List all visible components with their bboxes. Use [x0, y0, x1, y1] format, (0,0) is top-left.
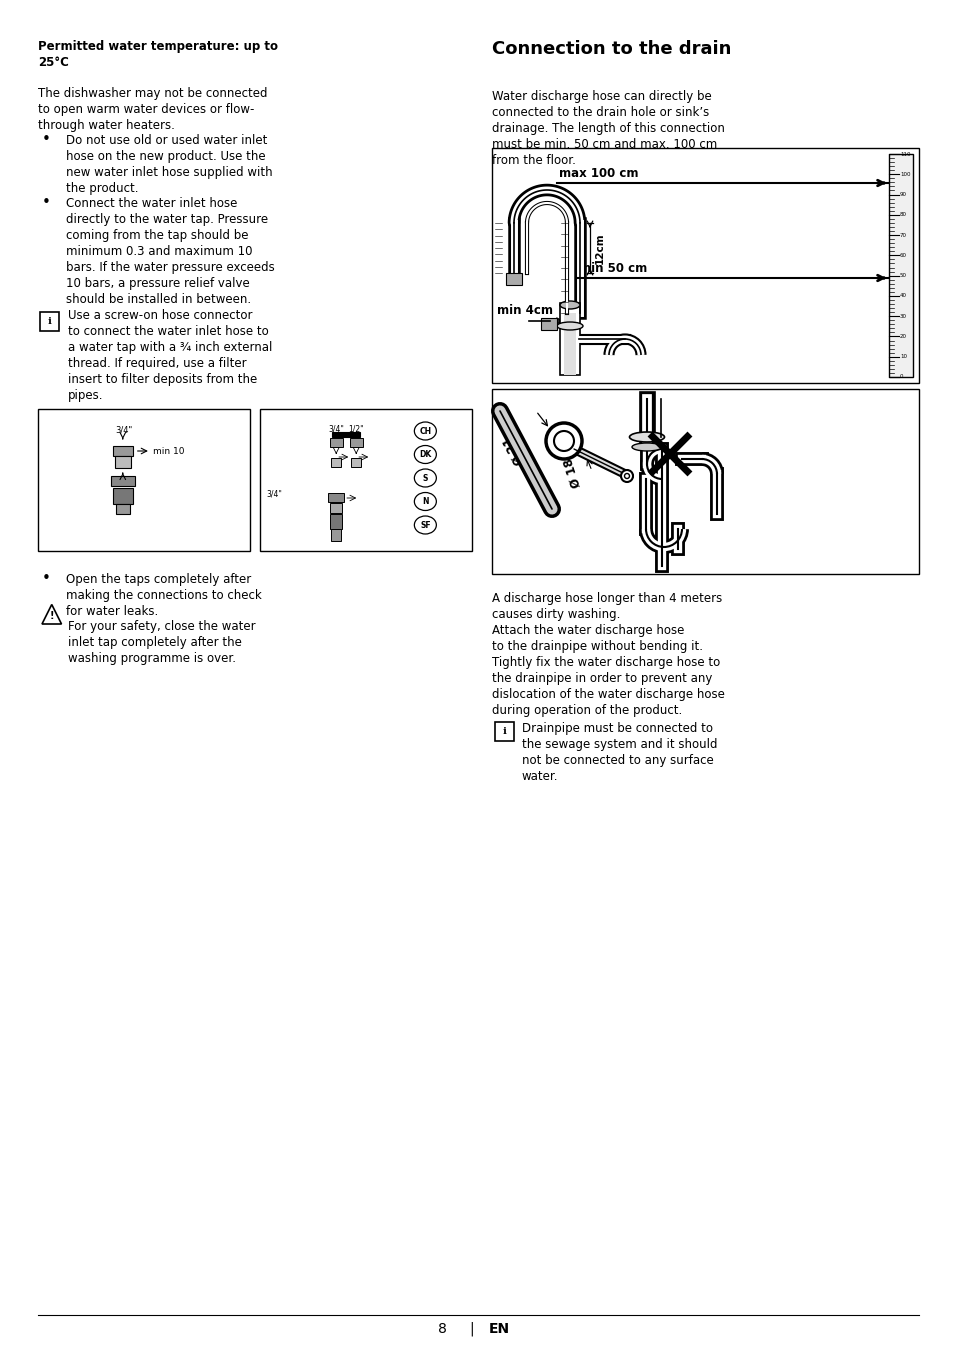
Text: Use a screw-on hose connector
to connect the water inlet hose to
a water tap wit: Use a screw-on hose connector to connect…	[68, 309, 273, 402]
Text: Water discharge hose can directly be
connected to the drain hole or sink’s
drain: Water discharge hose can directly be con…	[492, 89, 724, 167]
Bar	[540, 318, 557, 330]
Text: Drainpipe must be connected to
the sewage system and it should
not be connected : Drainpipe must be connected to the sewag…	[521, 722, 717, 783]
Text: |: |	[469, 1322, 474, 1336]
Text: 3/4": 3/4"	[328, 424, 344, 433]
Ellipse shape	[559, 301, 579, 309]
Text: DK: DK	[418, 450, 431, 459]
Text: 20: 20	[899, 334, 906, 338]
Text: 3/4": 3/4"	[114, 425, 132, 435]
Bar	[888, 154, 912, 376]
Bar	[331, 458, 341, 467]
Text: A discharge hose longer than 4 meters
causes dirty washing.
Attach the water dis: A discharge hose longer than 4 meters ca…	[492, 592, 724, 718]
Bar	[351, 458, 361, 467]
Text: 40: 40	[899, 294, 906, 298]
Text: Permitted water temperature: up to
25°C: Permitted water temperature: up to 25°C	[38, 41, 277, 69]
Text: N: N	[421, 497, 428, 506]
Text: min 10: min 10	[152, 447, 184, 455]
Text: 8: 8	[437, 1322, 447, 1336]
Bar	[115, 504, 130, 515]
Text: 3/4": 3/4"	[266, 489, 281, 498]
Text: For your safety, close the water
inlet tap completely after the
washing programm: For your safety, close the water inlet t…	[68, 620, 255, 665]
Bar	[112, 445, 132, 456]
Text: 0: 0	[899, 375, 902, 379]
Bar	[331, 529, 341, 542]
Text: 10: 10	[899, 355, 906, 359]
Text: Connect the water inlet hose
directly to the water tap. Pressure
coming from the: Connect the water inlet hose directly to…	[66, 196, 274, 306]
Text: •: •	[42, 131, 51, 148]
Text: Open the taps completely after
making the connections to check
for water leaks.: Open the taps completely after making th…	[66, 573, 261, 617]
Bar	[559, 303, 579, 375]
Bar	[328, 493, 344, 502]
Bar	[114, 456, 131, 468]
Text: 30: 30	[899, 314, 906, 318]
Text: S: S	[422, 474, 428, 482]
Text: Do not use old or used water inlet
hose on the new product. Use the
new water in: Do not use old or used water inlet hose …	[66, 134, 273, 195]
Text: CH: CH	[419, 427, 431, 436]
Circle shape	[545, 422, 581, 459]
Ellipse shape	[414, 516, 436, 533]
Bar	[492, 148, 918, 383]
Circle shape	[624, 474, 629, 478]
Bar	[112, 487, 132, 504]
Ellipse shape	[557, 322, 582, 330]
Text: i: i	[48, 317, 51, 326]
Text: 12cm: 12cm	[595, 232, 604, 264]
Bar	[111, 477, 134, 486]
Text: 100: 100	[899, 172, 909, 177]
FancyBboxPatch shape	[495, 722, 514, 741]
Ellipse shape	[414, 468, 436, 487]
Text: Connection to the drain: Connection to the drain	[492, 41, 731, 58]
Ellipse shape	[414, 493, 436, 510]
Text: 70: 70	[899, 233, 906, 237]
Text: EN: EN	[489, 1322, 510, 1336]
Bar	[38, 409, 250, 551]
Text: max 100 cm: max 100 cm	[558, 167, 638, 180]
Text: 1/2": 1/2"	[348, 424, 364, 433]
Polygon shape	[42, 604, 61, 624]
Text: 90: 90	[899, 192, 906, 198]
Text: 50: 50	[899, 274, 906, 278]
Text: 60: 60	[899, 253, 906, 257]
Bar	[563, 313, 576, 375]
Text: 110: 110	[899, 152, 909, 157]
Text: •: •	[42, 195, 51, 210]
Text: min 4cm: min 4cm	[497, 305, 553, 317]
Bar	[330, 502, 342, 513]
Text: Ø 21: Ø 21	[500, 433, 526, 467]
Text: min 50 cm: min 50 cm	[578, 263, 646, 275]
Text: Ø 18: Ø 18	[561, 456, 583, 490]
Bar	[492, 389, 918, 574]
Ellipse shape	[629, 432, 664, 441]
Bar	[350, 437, 363, 447]
Text: SF: SF	[419, 520, 430, 529]
Text: •: •	[42, 571, 51, 586]
Circle shape	[554, 431, 574, 451]
FancyBboxPatch shape	[40, 311, 59, 330]
Circle shape	[620, 470, 633, 482]
Bar	[260, 409, 472, 551]
Text: i: i	[502, 727, 506, 737]
Bar	[505, 274, 521, 284]
Ellipse shape	[414, 445, 436, 463]
Text: 80: 80	[899, 213, 906, 218]
Ellipse shape	[631, 443, 661, 451]
Text: !: !	[50, 611, 54, 621]
Text: The dishwasher may not be connected
to open warm water devices or flow-
through : The dishwasher may not be connected to o…	[38, 87, 267, 131]
Bar	[330, 515, 342, 529]
Bar	[330, 437, 343, 447]
Bar	[332, 432, 360, 437]
Ellipse shape	[414, 422, 436, 440]
